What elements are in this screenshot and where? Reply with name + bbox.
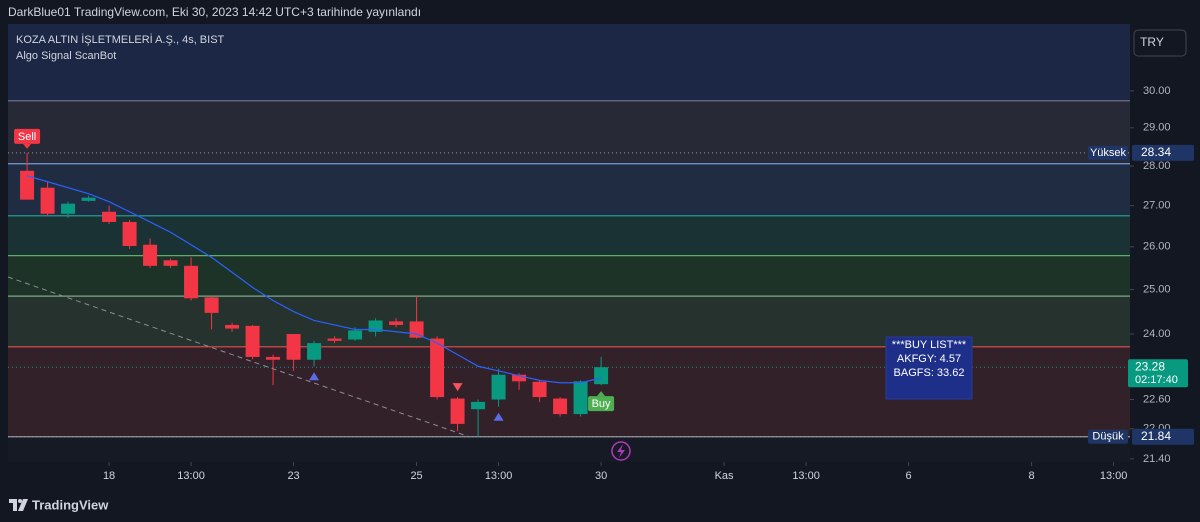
moving-average bbox=[26, 175, 602, 384]
signal-triangle bbox=[493, 412, 504, 421]
level-band bbox=[8, 24, 1130, 101]
candle-body bbox=[307, 343, 322, 360]
x-tick-label: Kas bbox=[715, 470, 734, 482]
signal-triangle bbox=[309, 372, 320, 381]
x-tick-label: 13:00 bbox=[177, 470, 205, 482]
level-band bbox=[8, 100, 1130, 164]
candle-body bbox=[266, 356, 281, 360]
price-axis bbox=[1130, 24, 1200, 462]
price-tag-box bbox=[1132, 428, 1194, 445]
candle-body bbox=[573, 381, 588, 415]
last-price: 23.28 bbox=[1135, 359, 1165, 373]
x-tick-label: 13:00 bbox=[1100, 470, 1128, 482]
last-price-box bbox=[1128, 359, 1188, 388]
price-tag-box bbox=[1132, 144, 1194, 161]
candle-body bbox=[389, 321, 404, 325]
candle-body bbox=[204, 297, 219, 313]
candle-body bbox=[184, 265, 199, 299]
candle-body bbox=[102, 211, 117, 222]
price-tag: 28.34 bbox=[1141, 145, 1171, 159]
y-tick-label: 25.00 bbox=[1143, 283, 1171, 295]
published-note: DarkBlue01 TradingView.com, Eki 30, 2023… bbox=[8, 5, 421, 19]
alert-icon[interactable] bbox=[611, 441, 631, 461]
candle-body bbox=[40, 187, 55, 214]
candle-body bbox=[348, 330, 363, 340]
x-tick-label: 13:00 bbox=[485, 470, 513, 482]
y-tick-label: 28.00 bbox=[1143, 160, 1171, 172]
candle-body bbox=[245, 325, 260, 357]
brand-logo bbox=[9, 499, 28, 511]
level-band bbox=[8, 215, 1130, 256]
x-tick-label: 6 bbox=[906, 470, 912, 482]
level-band bbox=[8, 436, 1130, 462]
candle-body bbox=[225, 324, 240, 329]
x-tick-label: 23 bbox=[287, 470, 299, 482]
trend-line bbox=[7, 276, 471, 438]
annotation-box: ***BUY LIST*** AKFGY: 4.57 BAGFS: 33.62 bbox=[885, 336, 973, 400]
candle-body bbox=[286, 334, 301, 360]
y-tick-label: 26.00 bbox=[1143, 241, 1171, 253]
y-tick-label: 24.00 bbox=[1143, 328, 1171, 340]
annotation-line: BAGFS: 33.62 bbox=[894, 367, 965, 379]
x-tick-label: 8 bbox=[1029, 470, 1035, 482]
candle-body bbox=[471, 401, 486, 410]
y-tick-label: 21.40 bbox=[1143, 453, 1171, 465]
candle-body bbox=[61, 203, 76, 214]
candle-body bbox=[81, 197, 96, 201]
candle-body bbox=[20, 170, 35, 200]
price-tag-name-box bbox=[1088, 145, 1128, 160]
currency[interactable]: TRY bbox=[1140, 35, 1164, 49]
signal-label: Buy bbox=[592, 398, 611, 410]
y-tick-label: 30.00 bbox=[1143, 85, 1171, 97]
x-tick-label: 13:00 bbox=[792, 470, 820, 482]
signal-label-box bbox=[14, 128, 41, 144]
y-tick-label: 27.00 bbox=[1143, 200, 1171, 212]
candle-body bbox=[327, 338, 342, 341]
brand: TradingView bbox=[32, 497, 109, 512]
price-tag-name: Yüksek bbox=[1090, 147, 1127, 159]
chart-subtitle: Algo Signal ScanBot bbox=[16, 50, 116, 62]
x-tick-label: 18 bbox=[103, 470, 115, 482]
price-tag-name: Düşük bbox=[1092, 431, 1124, 443]
countdown: 02:17:40 bbox=[1135, 374, 1178, 386]
candle-body bbox=[532, 381, 547, 398]
candle-body bbox=[368, 320, 383, 332]
candle-body bbox=[491, 374, 506, 400]
candle-body bbox=[594, 367, 609, 385]
signal-label: Sell bbox=[18, 131, 36, 143]
y-tick-label: 29.00 bbox=[1143, 122, 1171, 134]
candle-body bbox=[450, 398, 465, 424]
candle-body bbox=[163, 260, 178, 266]
annotation-line: AKFGY: 4.57 bbox=[897, 353, 961, 365]
price-tag: 21.84 bbox=[1141, 429, 1171, 443]
candle-body bbox=[122, 221, 137, 246]
signal-triangle bbox=[452, 383, 463, 392]
signal-label-box bbox=[588, 396, 615, 412]
level-band bbox=[8, 163, 1130, 216]
price-tag-name-box bbox=[1088, 429, 1128, 444]
x-tick-label: 25 bbox=[410, 470, 422, 482]
annotation-line: ***BUY LIST*** bbox=[892, 339, 967, 351]
signal-pointer bbox=[597, 391, 606, 397]
y-tick-label: 22.60 bbox=[1143, 393, 1171, 405]
candle-body bbox=[409, 321, 424, 338]
candle-body bbox=[430, 338, 445, 398]
signal-pointer bbox=[23, 143, 32, 149]
candle-body bbox=[512, 374, 527, 382]
x-tick-label: 30 bbox=[595, 470, 607, 482]
chart-title: KOZA ALTIN İŞLETMELERİ A.Ş., 4s, BIST bbox=[16, 33, 225, 46]
candle-body bbox=[143, 244, 158, 266]
currency-button[interactable] bbox=[1133, 29, 1187, 57]
candle-body bbox=[553, 398, 568, 415]
